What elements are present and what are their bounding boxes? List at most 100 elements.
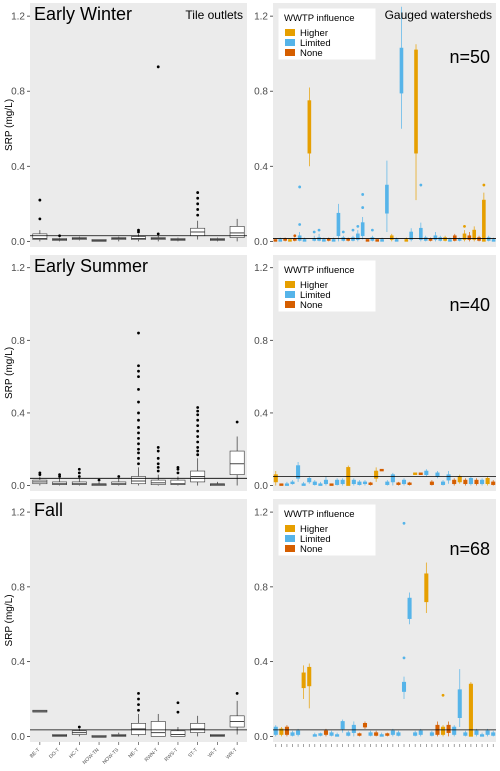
box-body: [150, 721, 166, 737]
y-tick-label: 0.0: [254, 481, 268, 492]
box-limited-40: [491, 730, 496, 737]
box-higher-7: [307, 663, 312, 709]
box-body: [170, 479, 186, 485]
box-body: [190, 723, 206, 733]
outlier-point: [137, 692, 140, 695]
box-body: [438, 237, 443, 241]
box-tile-4: [91, 239, 107, 242]
y-axis-title: SRP (mg/L): [4, 99, 15, 151]
outlier-point: [156, 446, 160, 449]
legend-swatch-higher: [285, 29, 295, 36]
box-body: [374, 732, 379, 736]
box-none-22: [375, 239, 380, 242]
box-body: [297, 235, 302, 241]
x-tick-label: BE-T: [29, 747, 41, 759]
box-limited-34: [457, 669, 462, 728]
box-limited-10: [317, 228, 321, 242]
box-limited-29: [429, 730, 434, 737]
x-tick-label: ST-T: [187, 747, 199, 759]
y-tick-label: 0.0: [254, 237, 268, 248]
box-tile-2: [52, 473, 67, 486]
box-body: [307, 666, 312, 687]
outlier-point: [137, 456, 140, 460]
box-limited-20: [379, 732, 384, 737]
box-none-11: [329, 483, 334, 486]
box-none-43: [477, 235, 481, 242]
y-tick-label: 0.4: [11, 408, 25, 419]
panel-middle-right: 0.0 0.4 0.8 1.2 n=40 WWTP influence HigherLimi…: [254, 255, 496, 492]
box-limited-15: [341, 230, 346, 242]
panel-bottom-right: 0.0 0.4 0.8 1.2 n=68 WWTP influence HigherLimi…: [254, 499, 496, 747]
outlier-point: [137, 375, 140, 379]
box-none-20: [379, 468, 384, 472]
outlier-point: [97, 478, 101, 482]
outlier-point: [196, 418, 200, 422]
legend-title: WWTP influence: [284, 509, 355, 520]
y-tick-label: 1.2: [11, 12, 25, 23]
box-body: [491, 732, 496, 736]
outlier-point: [137, 436, 140, 440]
outlier-point: [156, 469, 160, 473]
box-body: [273, 474, 278, 483]
legend-swatch-limited: [285, 535, 295, 542]
box-body: [414, 49, 418, 154]
box-body: [312, 481, 317, 485]
box-limited-24: [385, 160, 389, 232]
legend-label-higher: Higher: [300, 28, 328, 39]
outlier-point: [370, 228, 374, 232]
outlier-point: [196, 413, 200, 417]
outlier-point: [235, 420, 239, 424]
box-limited-11: [329, 730, 334, 737]
box-limited-3: [284, 481, 289, 486]
x-tick-label: RWS-T: [164, 747, 180, 763]
y-tick-label: 1.2: [254, 12, 268, 23]
box-limited-34: [433, 231, 438, 242]
box-body: [385, 481, 390, 485]
x-tick-label: NOW-TN: [82, 747, 101, 766]
outlier-point: [137, 451, 140, 455]
box-body: [346, 732, 351, 736]
box-body: [32, 233, 48, 240]
box-limited-23: [380, 237, 384, 242]
box-body: [491, 481, 496, 485]
outlier-point: [58, 473, 61, 477]
box-none-41: [467, 231, 472, 242]
box-higher-44: [482, 183, 486, 242]
outlier-point: [356, 224, 360, 228]
outlier-point: [77, 475, 81, 478]
outlier-point: [298, 223, 302, 226]
outlier-point: [196, 191, 200, 194]
box-body: [482, 199, 486, 242]
box-none-2: [279, 483, 284, 486]
box-body: [429, 481, 434, 485]
outlier-point: [196, 429, 200, 433]
box-body: [131, 236, 146, 240]
box-higher-1: [273, 471, 278, 486]
box-limited-9: [318, 481, 323, 486]
box-body: [407, 597, 412, 619]
box-tile-5: [111, 475, 127, 486]
box-none-1: [273, 239, 278, 242]
box-tile-10: [210, 237, 225, 242]
box-tile-9: [190, 406, 206, 486]
box-tile-3: [71, 725, 87, 737]
box-limited-39: [485, 728, 490, 737]
box-higher-14: [346, 465, 351, 486]
box-body: [457, 476, 462, 483]
y-tick-label: 0.4: [254, 408, 268, 419]
box-tile-4: [91, 735, 107, 738]
box-tile-3: [71, 236, 87, 241]
box-body: [360, 222, 365, 237]
box-body: [71, 481, 87, 485]
box-limited-22: [390, 728, 395, 737]
box-body: [307, 100, 312, 154]
box-body: [452, 726, 457, 735]
box-limited-37: [474, 728, 479, 737]
box-tile-9: [190, 191, 206, 240]
box-higher-40: [462, 224, 467, 242]
box-limited-5: [296, 461, 301, 482]
box-limited-15: [351, 478, 356, 486]
outlier-point: [38, 471, 42, 475]
box-limited-29: [409, 228, 413, 242]
